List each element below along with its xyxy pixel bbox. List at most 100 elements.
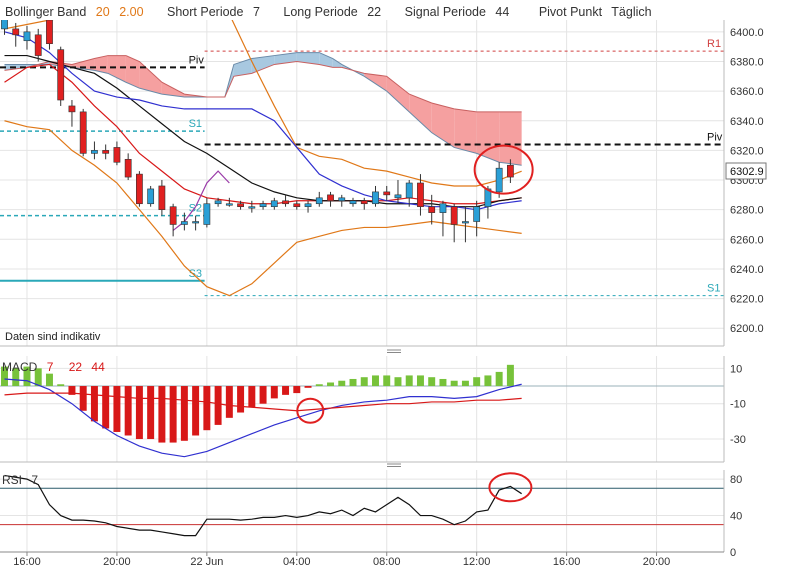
x-tick-label: 20:00 — [103, 556, 131, 568]
ichimoku-cloud-segment — [125, 55, 140, 89]
grid-lines — [0, 20, 724, 553]
macd-bar-positive — [495, 371, 503, 387]
ichimoku-cloud-segment — [71, 58, 95, 71]
macd-line — [4, 378, 522, 458]
pivot-label-s1: S1 — [707, 283, 720, 295]
long-period-value: 22 — [367, 5, 381, 19]
signal-line — [4, 392, 522, 412]
macd-bar-positive — [12, 368, 20, 387]
macd-bar-positive — [405, 375, 413, 387]
rsi-y-tick-label: 0 — [730, 547, 736, 559]
candle-up — [495, 167, 503, 193]
candle-up — [462, 221, 469, 224]
macd-bar-positive — [506, 364, 514, 387]
ichimoku-cloud-segment — [454, 108, 477, 154]
candle-up — [304, 203, 312, 208]
candle-down — [417, 182, 424, 208]
ichimoku-cloud-segment — [251, 55, 275, 74]
lower-band-line — [4, 120, 522, 297]
x-tick-label: 20:00 — [643, 556, 671, 568]
pivot-label-r1: R1 — [707, 38, 721, 50]
macd-name: MACD — [2, 360, 38, 374]
candle-up — [315, 197, 323, 205]
macd-bar-negative — [248, 386, 256, 408]
macd-bar-negative — [192, 386, 200, 436]
x-tick-label: 16:00 — [13, 556, 41, 568]
ichimoku-cloud-segment — [499, 111, 522, 166]
rsi-name: RSI — [2, 473, 22, 487]
macd-bar-positive — [484, 375, 492, 387]
candle-up — [248, 206, 256, 209]
macd-bar-negative — [293, 386, 301, 394]
candle-down — [12, 28, 20, 36]
ichimoku-cloud-segment — [274, 52, 297, 65]
candle-down — [507, 164, 514, 178]
rsi-legend: RSI 7 — [2, 473, 38, 487]
short-period-label: Short Periode — [167, 5, 243, 19]
candle-down — [360, 200, 368, 205]
macd-highlight-circle — [296, 397, 325, 424]
panel-frames — [0, 20, 725, 553]
candle-down — [293, 203, 301, 208]
rsi-y-tick-label: 40 — [730, 511, 742, 523]
macd-bar-positive — [315, 384, 323, 387]
macd-bar-positive — [57, 384, 65, 387]
candle-down — [113, 147, 121, 163]
candle-down — [327, 194, 334, 202]
candle-down — [237, 203, 244, 208]
macd-bar-negative — [113, 386, 121, 432]
macd-bar-negative — [225, 386, 233, 418]
macd-bar-positive — [327, 382, 335, 387]
rsi-resize-grip[interactable] — [384, 462, 404, 470]
price-y-tick-label: 6320.0 — [730, 145, 764, 157]
axis-labels: 16:00 20:00 22 Jun 04:00 08:00 12:00 16:00 20:0… — [13, 27, 763, 568]
macd-bar-positive — [416, 375, 424, 387]
price-y-tick-label: 6400.0 — [730, 27, 764, 39]
candle-down — [169, 206, 177, 225]
candle-up — [203, 203, 211, 225]
macd-bar-negative — [270, 386, 278, 399]
ichimoku-cloud-segment — [139, 61, 162, 95]
rsi-panel — [0, 472, 724, 537]
candle-down — [383, 191, 391, 196]
macd-bar-positive — [372, 375, 379, 387]
candle-up — [372, 191, 379, 205]
short-period-value: 7 — [253, 5, 260, 19]
ichimoku-cloud-segment — [107, 55, 126, 83]
ichimoku-cloud-segment — [386, 76, 410, 112]
candle-up — [23, 31, 31, 42]
ichimoku-cloud-segment — [94, 55, 108, 74]
rsi-line — [4, 474, 522, 537]
macd-resize-grip[interactable] — [384, 348, 404, 356]
bb-period: 20 — [96, 5, 110, 19]
short-ma-line — [4, 54, 522, 208]
x-tick-label: 22 Jun — [190, 556, 223, 568]
macd-bar-negative — [102, 386, 110, 429]
macd-bar-negative — [180, 386, 188, 441]
macd-bar-negative — [259, 386, 267, 404]
cloud-span-b — [4, 55, 522, 113]
candle-down — [102, 150, 110, 154]
candle-up — [225, 203, 233, 206]
price-y-tick-label: 6200.0 — [730, 323, 764, 335]
macd-legend: MACD 7 22 44 — [2, 360, 105, 374]
candle-up — [214, 200, 222, 205]
candle-up — [338, 197, 346, 202]
ichimoku-cloud-segment — [364, 73, 387, 92]
price-highlight-circle — [473, 144, 534, 195]
bb-deviation: 2.00 — [119, 5, 143, 19]
macd-bar-positive — [349, 378, 357, 387]
macd-bar-negative — [90, 386, 98, 422]
signal-period-value: 44 — [495, 5, 509, 19]
candle-up — [147, 188, 155, 205]
rsi-highlight-circle — [488, 472, 533, 503]
long-ma-line — [4, 31, 522, 211]
candle-down — [124, 158, 132, 178]
signal-period-label: Signal Periode — [405, 5, 486, 19]
candle-down — [158, 185, 166, 210]
macd-bar-positive — [428, 377, 436, 387]
price-y-tick-label: 6360.0 — [730, 86, 764, 98]
candle-down — [57, 49, 65, 101]
